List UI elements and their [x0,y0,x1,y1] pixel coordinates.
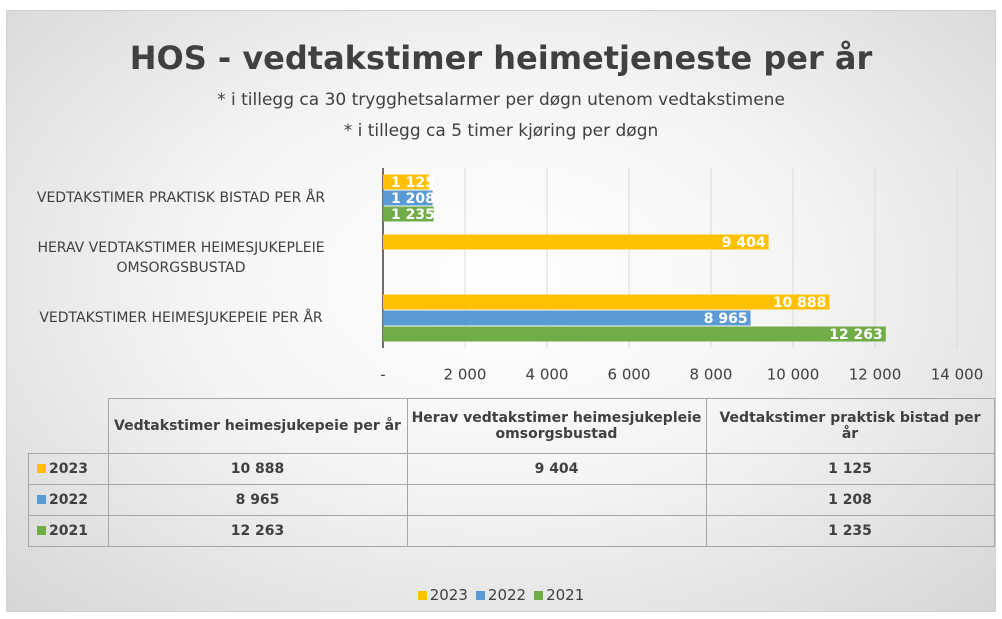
data-label: 1 125 [391,175,435,191]
table-corner [29,399,109,454]
table-row: 2021 12 263 1 235 [28,515,995,547]
legend-key [37,495,46,504]
table-cell: 1 125 [705,453,995,485]
table-row-header: 2021 [28,515,109,547]
table-row-header: 2022 [28,484,109,516]
x-tick-label: - [380,366,385,384]
bar [383,234,769,250]
table-header: Herav vedtakstimer heimesjukepleie omsor… [406,398,707,454]
x-tick-label: 2 000 [444,366,487,384]
table-cell: 9 404 [406,453,707,485]
x-tick-label: 12 000 [849,366,902,384]
bar [383,174,430,190]
series-name: 2023 [49,461,88,477]
table-row: 2022 8 965 1 208 [28,484,995,516]
data-label: 12 263 [829,327,883,343]
table-cell [406,484,707,516]
table-cell: 8 965 [107,484,408,516]
subtitle: * i tillegg ca 30 trygghetsalarmer per d… [217,90,785,110]
legend-label: 2022 [487,586,527,604]
legend-label: 2023 [429,586,468,604]
bar [383,326,886,342]
table-header-row: Vedtakstimer heimesjukepeie per år Herav … [29,398,995,454]
chart-title: HOS - vedtakstimer heimetjeneste per år [130,39,873,77]
table-cell: 10 888 [107,453,408,485]
table-row: 2023 10 888 9 404 1 125 [28,453,995,485]
legend-item: 2023 [417,586,468,604]
data-label: 1 208 [391,191,435,207]
series-name: 2022 [49,492,88,508]
x-tick-label: 10 000 [767,366,820,384]
legend-label: 2021 [546,586,585,604]
y-tick-label: Vedtakstimer heimesjukepeie per år [39,310,323,326]
subtitle: * i tillegg ca 5 timer kjøring per døgn [344,121,659,141]
bar [383,206,434,222]
table-header: Vedtakstimer praktisk bistad per år [705,398,995,454]
data-label: 1 235 [391,207,435,223]
table-cell [406,515,707,547]
table-header: Vedtakstimer heimesjukepeie per år [107,398,408,454]
x-tick-label: 14 000 [931,366,984,384]
data-label: 8 965 [704,311,748,327]
table-cell: 12 263 [107,515,408,547]
legend-key [475,591,485,600]
x-tick-label: 4 000 [526,366,569,384]
bar [383,310,751,326]
legend: 2023 2022 2021 [0,586,1002,604]
table-cell: 1 235 [705,515,995,547]
data-label: 10 888 [773,295,827,311]
table-cell: 1 208 [705,484,995,516]
y-tick-label: Herav vedtakstimer heimesjukepleie omsor… [37,240,325,276]
legend-key [37,526,46,535]
legend-item: 2021 [534,586,584,604]
legend-key [37,464,46,473]
bar [383,190,433,206]
table-row-header: 2023 [28,453,109,485]
legend-item: 2022 [475,586,527,604]
data-table: Vedtakstimer heimesjukepeie per år Herav … [28,398,995,547]
x-tick-label: 8 000 [690,366,733,384]
bar [383,294,830,310]
legend-key [417,591,427,600]
series-name: 2021 [49,523,88,539]
y-tick-label: Vedtakstimer praktisk bistad per år [36,190,326,206]
data-label: 9 404 [722,235,766,251]
legend-key [534,591,544,600]
x-tick-label: 6 000 [608,366,651,384]
